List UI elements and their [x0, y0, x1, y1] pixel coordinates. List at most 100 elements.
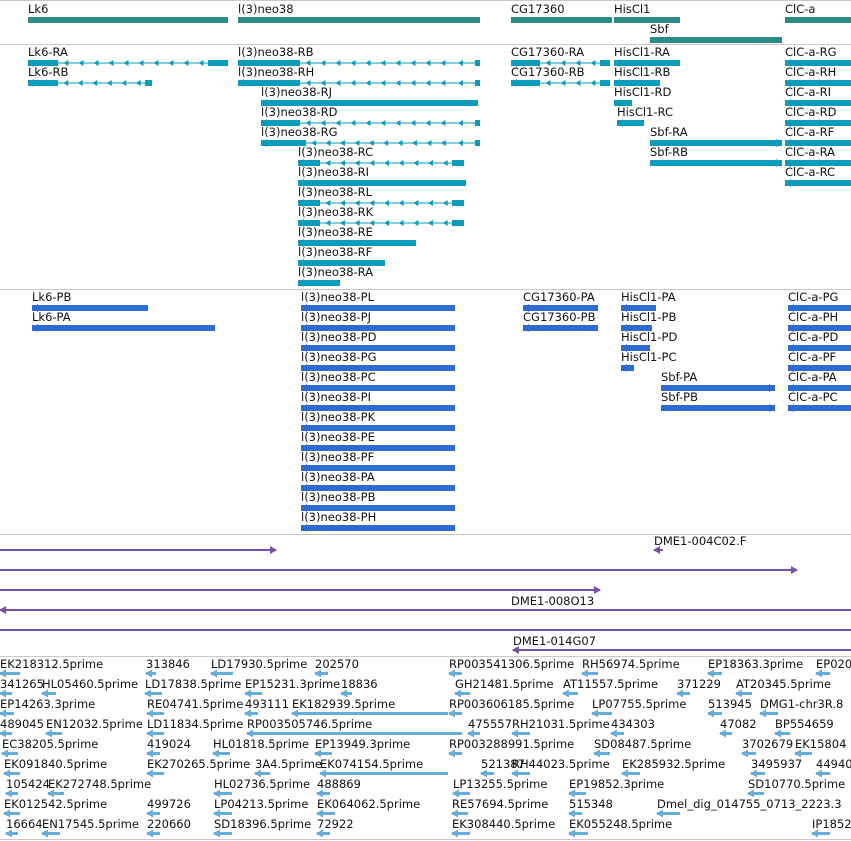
transcript-feature-hiscl1-rb[interactable] — [614, 79, 660, 87]
est-feature-493111[interactable] — [244, 709, 258, 718]
transcript-feature-clc-a-rf[interactable] — [785, 139, 851, 147]
protein-feature-l-3-neo38-pc[interactable] — [301, 384, 455, 392]
transcript-feature-l-3-neo38-rb[interactable] — [238, 59, 480, 67]
protein-feature-cg17360-pa[interactable] — [523, 304, 598, 312]
protein-feature-l-3-neo38-pi[interactable] — [301, 404, 455, 412]
est-feature-ek308440-5prime[interactable] — [451, 829, 470, 838]
est-feature-3a4-5prime[interactable] — [254, 769, 270, 778]
est-feature-en17545-5prime[interactable] — [41, 829, 60, 838]
clone-feature-r0-0[interactable] — [0, 546, 277, 554]
est-feature-dmel-dig-014755-0713-2223-3[interactable] — [656, 809, 680, 818]
est-feature-ld11834-5prime[interactable] — [146, 729, 164, 738]
transcript-feature-l-3-neo38-ra[interactable] — [298, 279, 340, 287]
protein-feature-l-3-neo38-pa[interactable] — [301, 484, 455, 492]
est-feature-499726[interactable] — [146, 809, 160, 818]
est-feature-sd08487-5prime[interactable] — [593, 749, 610, 758]
est-feature-ek272748-5prime[interactable] — [47, 789, 64, 798]
est-feature-rh56974-5prime[interactable] — [581, 669, 598, 678]
est-feature-489045[interactable] — [0, 729, 12, 738]
est-feature-at20345-5prime[interactable] — [735, 689, 752, 698]
est-feature-44940[interactable] — [815, 769, 830, 778]
est-feature-ek074154-5prime[interactable] — [319, 769, 448, 778]
transcript-feature-l-3-neo38-rl[interactable] — [298, 199, 464, 207]
est-feature-re04741-5prime[interactable] — [146, 709, 164, 718]
est-feature-475557[interactable] — [467, 729, 480, 738]
transcript-feature-hiscl1-ra[interactable] — [614, 59, 680, 67]
protein-feature-cg17360-pb[interactable] — [523, 324, 598, 332]
est-feature-ld17930-5prime[interactable] — [210, 669, 233, 678]
protein-feature-clc-a-pa[interactable] — [788, 384, 851, 392]
est-feature-371229[interactable] — [676, 689, 690, 698]
transcript-feature-l-3-neo38-rg[interactable] — [261, 139, 480, 147]
protein-feature-lk6-pa[interactable] — [32, 324, 215, 332]
protein-feature-l-3-neo38-pf[interactable] — [301, 464, 455, 472]
est-feature-313846[interactable] — [145, 669, 156, 678]
est-feature-en12032-5prime[interactable] — [45, 729, 62, 738]
protein-feature-clc-a-pg[interactable] — [788, 304, 851, 312]
est-feature-rp003505746-5prime[interactable] — [246, 729, 462, 738]
est-feature-47082[interactable] — [719, 729, 732, 738]
est-feature-sd18396-5prime[interactable] — [213, 829, 232, 838]
est-feature-ep14263-3prime[interactable] — [0, 709, 14, 718]
est-feature-16664[interactable] — [5, 829, 18, 838]
protein-feature-l-3-neo38-ph[interactable] — [301, 524, 455, 532]
transcript-feature-lk6-rb[interactable] — [28, 79, 152, 87]
protein-feature-l-3-neo38-pj[interactable] — [301, 324, 455, 332]
est-feature-rp003288991-5prime[interactable] — [448, 749, 462, 758]
gene-feature-lk6[interactable] — [28, 17, 228, 23]
transcript-feature-l-3-neo38-rh[interactable] — [238, 79, 480, 87]
est-feature-ek012542-5prime[interactable] — [3, 809, 20, 818]
transcript-feature-clc-a-rc[interactable] — [785, 179, 851, 187]
transcript-feature-clc-a-ri[interactable] — [785, 99, 851, 107]
est-feature-521387[interactable] — [480, 769, 494, 778]
protein-feature-hiscl1-pb[interactable] — [621, 324, 652, 332]
protein-feature-l-3-neo38-pb[interactable] — [301, 504, 455, 512]
est-feature-rh21031-5prime[interactable] — [511, 729, 530, 738]
est-feature-dmg1-chr3r-8[interactable] — [759, 709, 778, 718]
protein-feature-sbf-pb[interactable] — [661, 404, 775, 412]
est-feature-ep18363-3prime[interactable] — [707, 669, 722, 678]
est-feature-ek15804[interactable] — [794, 749, 812, 758]
est-feature-ek285932-5prime[interactable] — [621, 769, 640, 778]
gene-feature-clc-a[interactable] — [785, 17, 851, 23]
est-feature-3702679[interactable] — [741, 749, 756, 758]
transcript-feature-hiscl1-rc[interactable] — [617, 119, 644, 127]
est-feature-ek218312-5prime[interactable] — [0, 669, 20, 678]
est-feature-ek182939-5prime[interactable] — [291, 709, 448, 718]
est-feature-lp13255-5prime[interactable] — [452, 789, 470, 798]
est-feature-lp07755-5prime[interactable] — [591, 709, 612, 718]
est-feature-rp003606185-5prime[interactable] — [448, 709, 462, 718]
protein-feature-clc-a-pf[interactable] — [788, 364, 851, 372]
est-feature-419024[interactable] — [146, 749, 160, 758]
protein-feature-l-3-neo38-pk[interactable] — [301, 424, 455, 432]
protein-feature-lk6-pb[interactable] — [32, 304, 148, 312]
gene-feature-l-3-neo38[interactable] — [238, 17, 480, 23]
est-feature-18836[interactable] — [340, 689, 352, 698]
est-feature-bp554659[interactable] — [774, 729, 790, 738]
protein-feature-clc-a-pc[interactable] — [788, 404, 851, 412]
est-feature-sd10770-5prime[interactable] — [747, 789, 764, 798]
clone-feature-r1-0[interactable] — [0, 566, 798, 574]
transcript-feature-cg17360-ra[interactable] — [511, 59, 610, 67]
est-feature-3495937[interactable] — [750, 769, 765, 778]
transcript-feature-hiscl1-rd[interactable] — [614, 99, 632, 107]
gene-feature-cg17360[interactable] — [511, 17, 612, 23]
clone-feature-dme1-014g07[interactable] — [512, 646, 851, 654]
transcript-feature-cg17360-rb[interactable] — [511, 79, 610, 87]
est-feature-488869[interactable] — [316, 789, 330, 798]
est-feature-ep020[interactable] — [815, 669, 830, 678]
est-feature-rh44023-5prime[interactable] — [511, 769, 530, 778]
est-feature-ek064062-5prime[interactable] — [316, 809, 335, 818]
est-feature-rp003541306-5prime[interactable] — [448, 669, 462, 678]
transcript-feature-l-3-neo38-rj[interactable] — [261, 99, 478, 107]
transcript-feature-l-3-neo38-ri[interactable] — [298, 179, 466, 187]
protein-feature-clc-a-pd[interactable] — [788, 344, 851, 352]
protein-feature-clc-a-ph[interactable] — [788, 324, 851, 332]
transcript-feature-l-3-neo38-rc[interactable] — [298, 159, 464, 167]
protein-feature-hiscl1-pc[interactable] — [621, 364, 634, 372]
est-feature-ek270265-5prime[interactable] — [146, 769, 164, 778]
transcript-feature-clc-a-rh[interactable] — [785, 79, 851, 87]
est-feature-re57694-5prime[interactable] — [451, 809, 468, 818]
est-feature-ep19852-3prime[interactable] — [568, 789, 586, 798]
clone-feature-dme1-004c02-f[interactable] — [653, 546, 663, 554]
